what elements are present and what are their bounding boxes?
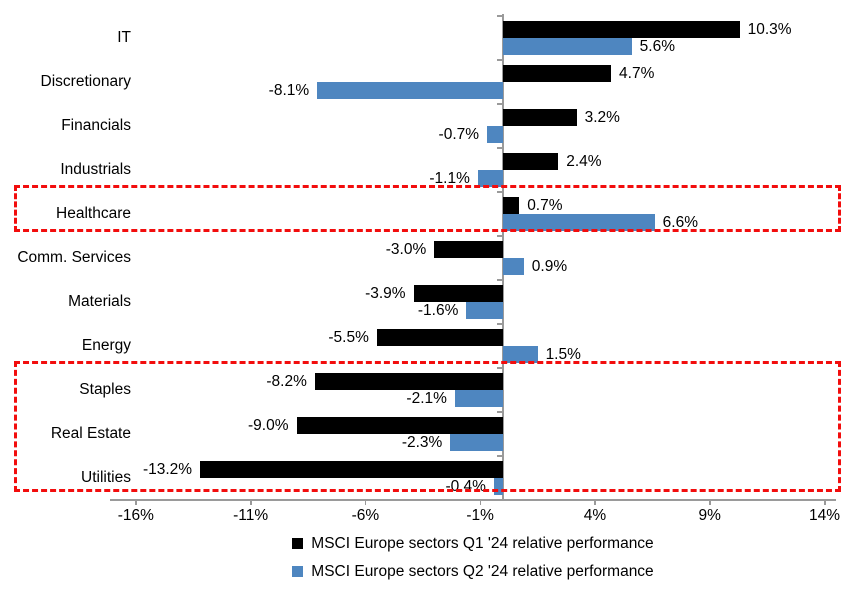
x-tick <box>250 500 252 505</box>
legend-item-q2: MSCI Europe sectors Q2 '24 relative perf… <box>292 561 654 582</box>
category-label: Materials <box>68 293 131 310</box>
bar-q1 <box>503 65 612 82</box>
bar-q2 <box>493 478 504 495</box>
bar-q2 <box>487 126 504 143</box>
band-tick <box>497 323 504 325</box>
bar-value-label: 5.6% <box>639 38 676 55</box>
x-tick-label: -6% <box>351 507 380 524</box>
band-tick <box>497 411 504 413</box>
bar-q2 <box>503 38 632 55</box>
bar-q1 <box>503 21 740 38</box>
bar-value-label: -3.9% <box>365 285 406 302</box>
category-label: Comm. Services <box>17 249 131 266</box>
x-tick <box>709 500 711 505</box>
x-tick-label: -1% <box>466 507 494 524</box>
legend-swatch-q1-icon <box>292 538 304 549</box>
legend-label-q1: MSCI Europe sectors Q1 '24 relative perf… <box>311 535 654 552</box>
bar-q2 <box>317 82 504 99</box>
band-tick <box>497 235 504 237</box>
x-tick-label: -16% <box>117 507 154 524</box>
category-label: Healthcare <box>56 205 131 222</box>
bar-value-label: -1.6% <box>417 302 459 319</box>
x-tick <box>594 500 596 505</box>
category-label: Industrials <box>60 161 131 178</box>
band-tick <box>497 191 504 193</box>
bar-value-label: -5.5% <box>328 329 369 346</box>
bar-value-label: 6.6% <box>662 214 698 231</box>
bar-value-label: 0.7% <box>527 197 563 214</box>
bar-value-label: 4.7% <box>619 65 655 82</box>
bar-q1 <box>503 197 520 214</box>
bar-value-label: 10.3% <box>747 21 792 38</box>
bar-value-label: -0.7% <box>438 126 480 143</box>
bar-q1 <box>434 241 504 258</box>
x-tick-label: -11% <box>233 507 269 524</box>
highlight-box <box>14 185 841 232</box>
x-tick-label: 4% <box>583 507 607 524</box>
bar-value-label: -2.1% <box>406 390 447 407</box>
bar-q1 <box>296 417 504 434</box>
y-axis <box>502 14 505 500</box>
bar-value-label: -0.4% <box>445 478 486 495</box>
bar-q1 <box>503 153 559 170</box>
bar-q1 <box>413 285 504 302</box>
x-tick <box>824 500 826 505</box>
band-tick <box>497 367 504 369</box>
bar-q1 <box>503 109 577 126</box>
bar-q2 <box>477 170 504 187</box>
band-tick <box>497 455 504 457</box>
bar-q2 <box>503 214 655 231</box>
bar-value-label: -13.2% <box>142 461 193 478</box>
x-tick-label: 9% <box>698 507 721 524</box>
band-tick <box>497 147 504 149</box>
bar-value-label: -8.1% <box>268 82 310 99</box>
bar-q1 <box>376 329 504 346</box>
category-label: IT <box>117 29 131 46</box>
x-tick <box>135 500 137 505</box>
category-label: Discretionary <box>40 73 131 90</box>
bar-q1 <box>314 373 504 390</box>
band-tick <box>497 15 504 17</box>
bar-value-label: -8.2% <box>266 373 307 390</box>
legend: MSCI Europe sectors Q1 '24 relative perf… <box>110 533 836 582</box>
category-label: Financials <box>61 117 131 134</box>
bar-q1 <box>200 461 504 478</box>
category-label: Energy <box>81 337 131 354</box>
category-label: Utilities <box>81 469 131 486</box>
x-tick-label: 14% <box>809 507 841 524</box>
legend-item-q1: MSCI Europe sectors Q1 '24 relative perf… <box>292 533 654 554</box>
bar-value-label: 1.5% <box>545 346 581 363</box>
bar-value-label: -9.0% <box>248 417 289 434</box>
bar-value-label: 2.4% <box>566 153 602 170</box>
bar-q2 <box>503 346 538 363</box>
bar-value-label: 3.2% <box>584 109 620 126</box>
bar-value-label: -2.3% <box>401 434 443 451</box>
band-tick <box>497 59 504 61</box>
bar-value-label: -3.0% <box>385 241 427 258</box>
bar-q2 <box>454 390 504 407</box>
x-tick <box>364 500 367 505</box>
x-tick <box>479 500 482 505</box>
bar-q2 <box>466 302 504 319</box>
bar-q2 <box>503 258 524 275</box>
bar-value-label: -1.1% <box>429 170 470 187</box>
legend-label-q2: MSCI Europe sectors Q2 '24 relative perf… <box>311 563 654 580</box>
band-tick <box>497 279 504 281</box>
bar-value-label: 0.9% <box>531 258 568 275</box>
category-label: Staples <box>79 381 131 398</box>
band-tick <box>497 103 504 105</box>
legend-swatch-q2-icon <box>292 566 304 577</box>
category-label: Real Estate <box>50 425 131 442</box>
x-axis <box>110 499 836 501</box>
bar-q2 <box>450 434 504 451</box>
